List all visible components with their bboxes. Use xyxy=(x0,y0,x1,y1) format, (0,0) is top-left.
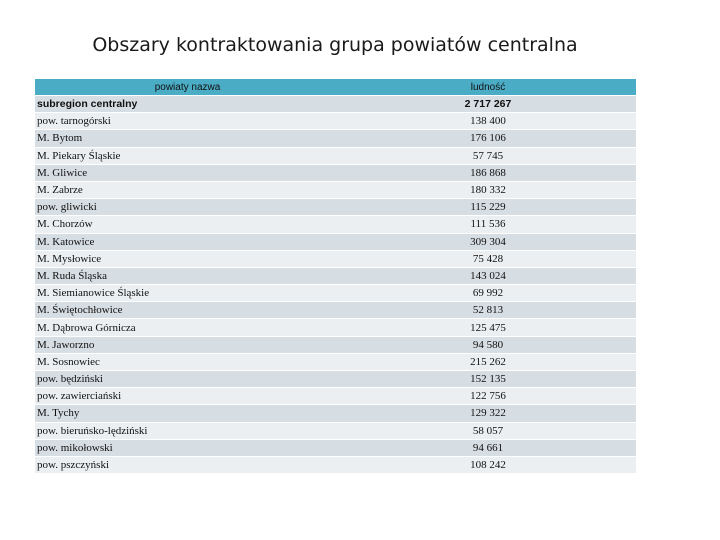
population: 186 868 xyxy=(340,164,636,182)
population: 2 717 267 xyxy=(340,95,636,114)
area-name: pow. gliwicki xyxy=(35,198,340,217)
table-row: M. Tychy 129 322 xyxy=(35,404,636,423)
area-name: pow. bieruńsko-lędziński xyxy=(35,422,340,440)
area-name: M. Tychy xyxy=(35,404,340,423)
table-row: pow. mikołowski 94 661 xyxy=(35,439,636,457)
table-row: M. Jaworzno 94 580 xyxy=(35,336,636,354)
population: 69 992 xyxy=(340,284,636,303)
population: 138 400 xyxy=(340,112,636,131)
population: 111 536 xyxy=(340,215,636,234)
table-header: powiaty nazwa ludność xyxy=(35,79,636,96)
population: 94 580 xyxy=(340,336,636,354)
table-row: pow. pszczyński 108 242 xyxy=(35,456,636,475)
table-row: M. Bytom 176 106 xyxy=(35,129,636,148)
header-row: powiaty nazwa ludność xyxy=(35,79,636,96)
population: 129 322 xyxy=(340,404,636,423)
table-row: M. Ruda Śląska 143 024 xyxy=(35,267,636,286)
area-name: pow. będziński xyxy=(35,370,340,389)
population: 108 242 xyxy=(340,456,636,475)
table-row: pow. będziński 152 135 xyxy=(35,370,636,389)
table-row: M. Mysłowice 75 428 xyxy=(35,250,636,268)
area-name: M. Gliwice xyxy=(35,164,340,182)
table-row: M. Zabrze 180 332 xyxy=(35,181,636,200)
table-row: M. Katowice 309 304 xyxy=(35,233,636,251)
population: 215 262 xyxy=(340,353,636,372)
population: 143 024 xyxy=(340,267,636,286)
table-row: pow. gliwicki 115 229 xyxy=(35,198,636,217)
population: 115 229 xyxy=(340,198,636,217)
area-name: M. Bytom xyxy=(35,129,340,148)
area-name: pow. pszczyński xyxy=(35,456,340,475)
population: 57 745 xyxy=(340,147,636,165)
table-row: M. Świętochłowice 52 813 xyxy=(35,301,636,320)
area-name: pow. tarnogórski xyxy=(35,112,340,131)
table-row: M. Gliwice 186 868 xyxy=(35,164,636,182)
table-row: M. Sosnowiec 215 262 xyxy=(35,353,636,372)
area-name: M. Mysłowice xyxy=(35,250,340,268)
population-table: powiaty nazwa ludność subregion centraln… xyxy=(35,79,636,475)
table-row: subregion centralny 2 717 267 xyxy=(35,95,636,114)
area-name: M. Zabrze xyxy=(35,181,340,200)
population: 94 661 xyxy=(340,439,636,457)
population: 75 428 xyxy=(340,250,636,268)
population: 52 813 xyxy=(340,301,636,320)
area-name: M. Świętochłowice xyxy=(35,301,340,320)
area-name: M. Jaworzno xyxy=(35,336,340,354)
area-name: M. Ruda Śląska xyxy=(35,267,340,286)
table-row: M. Chorzów 111 536 xyxy=(35,215,636,234)
area-name: M. Katowice xyxy=(35,233,340,251)
area-name: pow. zawierciański xyxy=(35,387,340,406)
population: 152 135 xyxy=(340,370,636,389)
population: 176 106 xyxy=(340,129,636,148)
header-cell: ludność xyxy=(340,79,636,96)
area-name: subregion centralny xyxy=(35,95,340,114)
table-row: M. Piekary Śląskie 57 745 xyxy=(35,147,636,165)
header-cell: powiaty nazwa xyxy=(35,79,340,96)
population: 309 304 xyxy=(340,233,636,251)
area-name: M. Chorzów xyxy=(35,215,340,234)
table-row: pow. tarnogórski 138 400 xyxy=(35,112,636,131)
population: 125 475 xyxy=(340,318,636,337)
table-row: M. Siemianowice Śląskie 69 992 xyxy=(35,284,636,303)
table-row: pow. zawierciański 122 756 xyxy=(35,387,636,406)
table-row: M. Dąbrowa Górnicza 125 475 xyxy=(35,318,636,337)
area-name: M. Dąbrowa Górnicza xyxy=(35,318,340,337)
area-name: pow. mikołowski xyxy=(35,439,340,457)
table-body: subregion centralny 2 717 267 pow. tarnogó… xyxy=(35,95,636,475)
area-name: M. Sosnowiec xyxy=(35,353,340,372)
population: 122 756 xyxy=(340,387,636,406)
area-name: M. Siemianowice Śląskie xyxy=(35,284,340,303)
area-name: M. Piekary Śląskie xyxy=(35,147,340,165)
slide-title: Obszary kontraktowania grupa powiatów ce… xyxy=(92,34,578,56)
population: 180 332 xyxy=(340,181,636,200)
table-row: pow. bieruńsko-lędziński 58 057 xyxy=(35,422,636,440)
population: 58 057 xyxy=(340,422,636,440)
